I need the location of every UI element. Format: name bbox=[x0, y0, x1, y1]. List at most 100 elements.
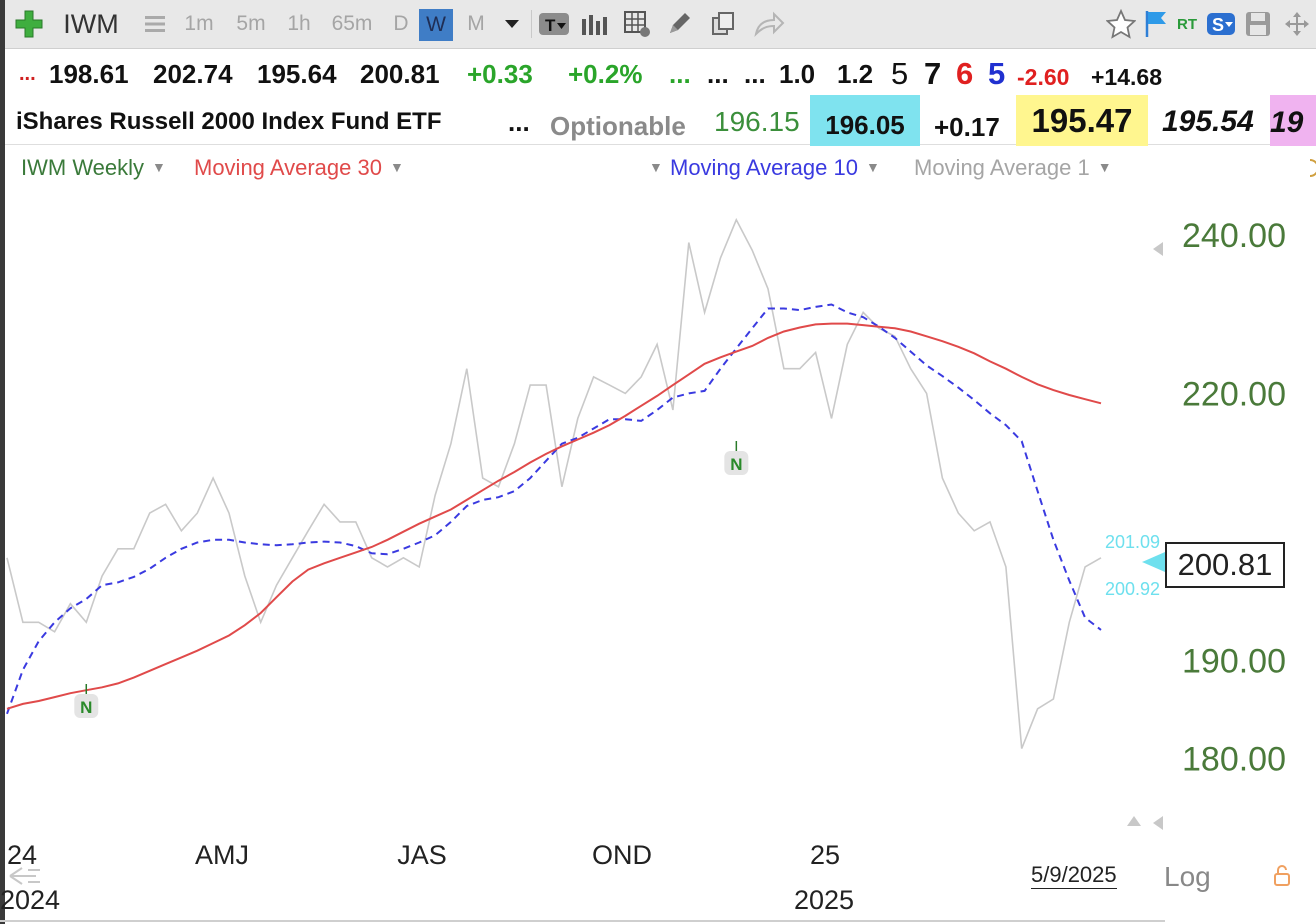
timeframe-1m[interactable]: 1m bbox=[184, 12, 214, 35]
list-icon[interactable] bbox=[139, 0, 171, 48]
price-line bbox=[6, 217, 1102, 749]
info-dots: ... bbox=[508, 107, 530, 137]
x-tick-label: 25 bbox=[810, 840, 840, 870]
timeframe-w[interactable]: W bbox=[419, 9, 453, 41]
new-high-marker[interactable]: N bbox=[730, 455, 742, 474]
legend-series-iwm-label: IWM Weekly bbox=[21, 155, 145, 180]
add-icon[interactable] bbox=[11, 0, 47, 48]
quote-row: ... 198.61 202.74 195.64 200.81 +0.33 +0… bbox=[5, 50, 1316, 98]
chevron-down-icon[interactable]: ▼ bbox=[152, 159, 166, 175]
quote-lead-dots: ... bbox=[19, 63, 36, 85]
timeframe-65m[interactable]: 65m bbox=[331, 12, 373, 35]
legend-ma10-label: Moving Average 10 bbox=[670, 155, 858, 180]
info-row: iShares Russell 2000 Index Fund ETF ... … bbox=[5, 95, 1316, 146]
y-tick-label: 190.00 bbox=[1182, 642, 1286, 680]
date-label[interactable]: 5/9/2025 bbox=[1031, 862, 1117, 889]
legend-series-iwm[interactable]: IWM Weekly ▼ bbox=[21, 155, 166, 181]
svg-text:T: T bbox=[545, 16, 556, 35]
flag-icon[interactable] bbox=[1141, 0, 1171, 48]
marker-badge bbox=[724, 451, 749, 475]
quote-dots-1: ... bbox=[669, 59, 691, 89]
move-icon[interactable] bbox=[1281, 0, 1313, 48]
ask-price: 195.47 bbox=[1016, 95, 1148, 146]
realtime-label[interactable]: RT bbox=[1177, 15, 1197, 33]
ma1-end-value: 201.09 bbox=[1105, 532, 1160, 552]
price-change: +0.33 bbox=[467, 59, 533, 89]
quote-count-4: 5 bbox=[988, 56, 1006, 91]
year-label: 2024 bbox=[0, 885, 60, 915]
year-label: 2025 bbox=[794, 885, 854, 915]
price-pointer-icon bbox=[1142, 552, 1165, 572]
copy-icon[interactable] bbox=[705, 0, 741, 48]
x-tick-label: 24 bbox=[7, 840, 37, 870]
legend-ma10[interactable]: Moving Average 10 ▼ bbox=[670, 155, 880, 181]
legend-ma30-label: Moving Average 30 bbox=[194, 155, 382, 180]
open-price: 198.61 bbox=[49, 59, 129, 89]
x-tick-label: JAS bbox=[397, 840, 447, 870]
x-tick-label: OND bbox=[592, 840, 652, 870]
bar-chart-icon[interactable] bbox=[577, 0, 611, 48]
bid-change: +0.17 bbox=[934, 112, 1000, 142]
quote-field-2: 1.2 bbox=[837, 59, 874, 89]
truncated-price: 19 bbox=[1270, 95, 1316, 146]
timeframe-dropdown-icon[interactable] bbox=[497, 0, 527, 48]
chevron-down-icon[interactable]: ▼ bbox=[389, 159, 404, 175]
marker-badge bbox=[74, 694, 99, 718]
quote-value-2: +14.68 bbox=[1091, 64, 1162, 90]
star-icon[interactable] bbox=[1103, 0, 1139, 48]
timeframe-d[interactable]: D bbox=[393, 12, 409, 35]
chevron-down-icon[interactable]: ▼ bbox=[865, 159, 880, 175]
quote-count-1: 5 bbox=[891, 56, 909, 91]
y-tick-label: 180.00 bbox=[1182, 741, 1286, 779]
grid-settings-icon[interactable] bbox=[619, 0, 655, 48]
chevron-down-icon[interactable]: ▼ bbox=[1097, 159, 1112, 175]
quote-field-1: 1.0 bbox=[779, 59, 816, 89]
quote-dots-2: ... bbox=[707, 59, 729, 89]
s-badge-icon[interactable]: S bbox=[1205, 0, 1237, 48]
ma10-line bbox=[6, 303, 1102, 715]
symbol-label[interactable]: IWM bbox=[63, 8, 119, 39]
bid-price: 196.05 bbox=[810, 95, 920, 146]
x-tick-label: AMJ bbox=[195, 840, 249, 870]
y-tick-label: 220.00 bbox=[1182, 375, 1286, 413]
instrument-name: iShares Russell 2000 Index Fund ETF bbox=[16, 108, 442, 135]
quote-count-3: 6 bbox=[956, 56, 974, 91]
price-change-pct: +0.2% bbox=[568, 59, 643, 89]
settings-edge-icon[interactable] bbox=[1309, 159, 1316, 177]
last-price-label: 196.15 bbox=[714, 106, 800, 137]
new-high-marker[interactable]: N bbox=[80, 698, 92, 717]
scroll-up-icon[interactable] bbox=[1127, 816, 1141, 826]
quote-count-2: 7 bbox=[924, 56, 942, 91]
s-badge-label: S bbox=[1212, 15, 1224, 35]
save-icon[interactable] bbox=[1241, 0, 1275, 48]
ma30-line bbox=[6, 322, 1102, 710]
indicator-legend: IWM Weekly ▼ Moving Average 30 ▼ ▼ Moving … bbox=[5, 146, 1316, 188]
pan-arrows-icon[interactable] bbox=[9, 867, 40, 885]
toolbar: IWM 1m 5m 1h 65m D W M T bbox=[5, 0, 1316, 49]
timeframe-5m[interactable]: 5m bbox=[236, 12, 266, 35]
close-price: 200.81 bbox=[360, 59, 440, 89]
window-edge bbox=[0, 0, 5, 924]
high-price: 202.74 bbox=[153, 59, 233, 89]
text-tool-icon[interactable]: T bbox=[535, 0, 573, 48]
lock-shackle bbox=[1277, 865, 1287, 874]
scroll-left-icon[interactable] bbox=[1153, 242, 1163, 256]
log-scale-button[interactable]: Log bbox=[1164, 861, 1211, 892]
lock-icon[interactable] bbox=[1274, 873, 1290, 886]
timeframe-m[interactable]: M bbox=[467, 12, 485, 35]
legend-ma30[interactable]: Moving Average 30 ▼ bbox=[194, 155, 404, 181]
quote-dots-3: ... bbox=[744, 59, 766, 89]
optionable-label: Optionable bbox=[550, 111, 686, 141]
ma10-end-value: 200.92 bbox=[1105, 579, 1160, 599]
scroll-left-small-icon[interactable] bbox=[1153, 816, 1163, 830]
y-tick-label: 240.00 bbox=[1182, 217, 1286, 255]
last-price-box: 200.81 bbox=[1165, 542, 1285, 588]
chevron-down-icon[interactable]: ▼ bbox=[649, 159, 663, 175]
share-icon[interactable] bbox=[749, 0, 789, 48]
timeframe-1h[interactable]: 1h bbox=[287, 12, 311, 35]
legend-ma1[interactable]: Moving Average 1 ▼ bbox=[914, 155, 1112, 181]
pencil-icon[interactable] bbox=[661, 0, 697, 48]
legend-blank-dropdown[interactable]: ▼ bbox=[641, 155, 663, 181]
